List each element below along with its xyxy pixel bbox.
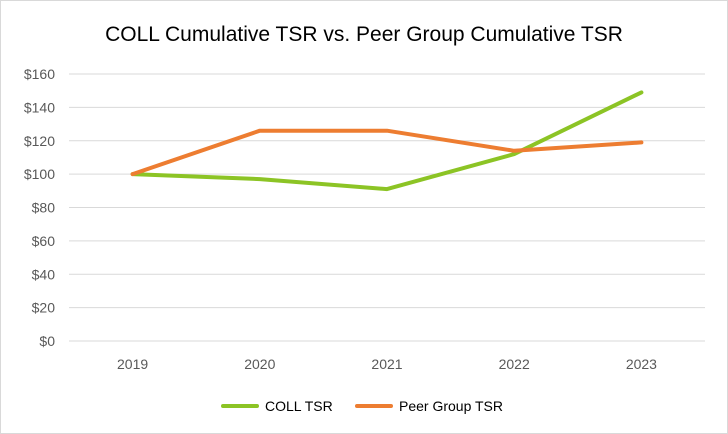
y-tick-label: $120: [24, 133, 55, 149]
y-tick-label: $40: [32, 266, 56, 282]
y-tick-label: $80: [32, 200, 56, 216]
y-tick-label: $160: [24, 66, 55, 82]
x-tick-label: 2019: [117, 356, 148, 372]
y-tick-label: $0: [39, 333, 55, 349]
legend-label-peer-group-tsr: Peer Group TSR: [399, 398, 503, 414]
chart-title: COLL Cumulative TSR vs. Peer Group Cumul…: [105, 23, 623, 46]
gridlines: [69, 73, 705, 342]
x-tick-label: 2021: [371, 356, 402, 372]
x-tick-label: 2020: [244, 356, 275, 372]
y-tick-label: $20: [32, 300, 56, 316]
legend-label-coll-tsr: COLL TSR: [265, 398, 333, 414]
series-line-peer-group-tsr: [130, 128, 644, 177]
y-axis-ticks: $0 $20 $40 $60 $80 $100 $120 $140 $160: [24, 66, 55, 349]
x-tick-label: 2023: [626, 356, 657, 372]
y-tick-label: $100: [24, 166, 55, 182]
y-tick-label: $140: [24, 99, 55, 115]
series-lines: [130, 90, 644, 192]
x-axis-ticks: 2019 2020 2021 2022 2023: [117, 356, 657, 372]
legend: COLL TSR Peer Group TSR: [221, 398, 503, 414]
x-tick-label: 2022: [499, 356, 530, 372]
series-line-coll-tsr: [130, 90, 644, 192]
y-tick-label: $60: [32, 233, 56, 249]
